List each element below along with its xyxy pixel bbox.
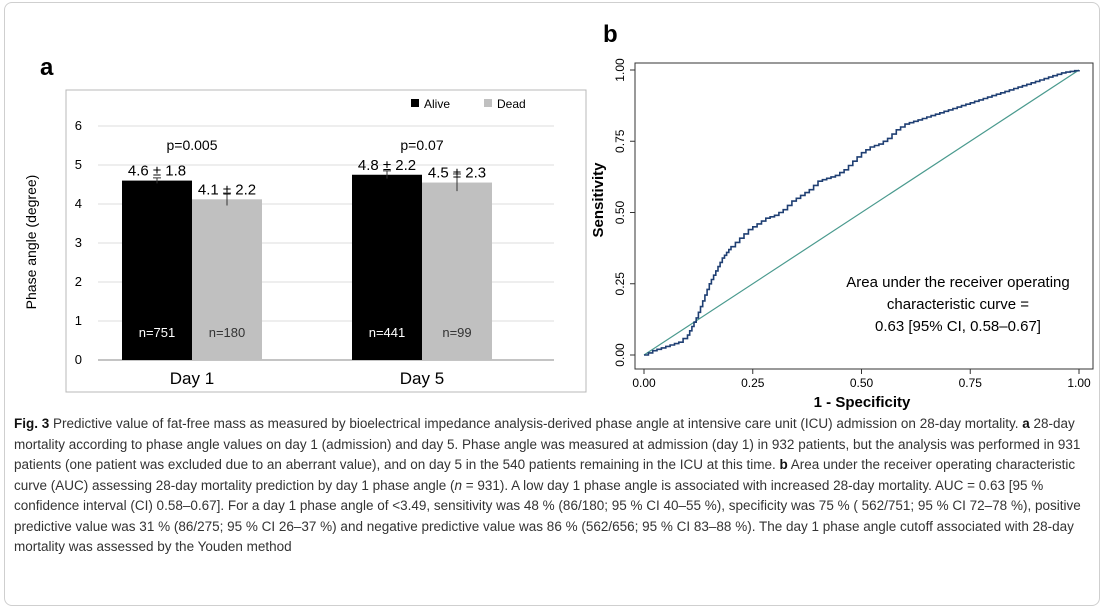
- n-label-alive-1: n=751: [139, 325, 176, 340]
- caption-b-text-1: Area under the receiver operating charac…: [14, 457, 1076, 493]
- caption-b-text-2: = 931). A low day 1 phase angle is assoc…: [14, 477, 1081, 555]
- panel-a-label: a: [40, 54, 54, 81]
- bar-alive-2: [352, 174, 422, 360]
- category-label-2: Day 5: [400, 369, 444, 388]
- caption-intro: Predictive value of fat-free mass as mea…: [49, 416, 1023, 431]
- auc-annotation-line-2: characteristic curve =: [887, 296, 1029, 313]
- y-tick-label-1: 0.25: [613, 272, 627, 296]
- p-value-1: p=0.005: [167, 137, 218, 153]
- caption-a-text: 28-day mortality according to phase angl…: [14, 416, 1081, 472]
- x-tick-label-1: 0.25: [741, 376, 765, 390]
- category-label-1: Day 1: [170, 369, 214, 388]
- bar-chart-panel-a: a 0 1 2 3 4 5 6 Phase angle (degree) 4.6 ± 1.8…: [23, 54, 587, 393]
- n-label-dead-2: n=99: [442, 325, 471, 340]
- y-axis-label: Phase angle (degree): [23, 175, 39, 310]
- y-tick-labels: 0 1 2 3 4 5 6: [75, 118, 82, 367]
- x-tick-label-3: 0.75: [959, 376, 983, 390]
- y-axis-label-b: Sensitivity: [590, 162, 607, 238]
- y-tick-1: 1: [75, 313, 82, 328]
- n-label-dead-1: n=180: [209, 325, 246, 340]
- x-category-labels: Day 1 Day 5: [170, 369, 444, 388]
- y-tick-label-2: 0.50: [613, 200, 627, 224]
- value-label-dead-2: 4.5 ± 2.3: [428, 165, 486, 182]
- bar-dead-1: [192, 199, 262, 360]
- plot-area-b: [634, 62, 1094, 370]
- value-label-alive-1: 4.6 ± 1.8: [128, 163, 186, 180]
- y-tick-2: 2: [75, 274, 82, 289]
- caption-a-label: a: [1022, 416, 1030, 431]
- legend: Alive Dead: [411, 97, 526, 111]
- y-tick-label-3: 0.75: [613, 129, 627, 153]
- caption-b-label: b: [779, 457, 788, 472]
- bar-dead-2: [422, 182, 492, 360]
- roc-chart-panel-b: b 0.00 0.25 0.50 0.75 1.00 0.00 0.25 0.50 0.75 1.…: [590, 21, 1094, 411]
- panel-b-label: b: [603, 21, 618, 48]
- x-tick-label-4: 1.00: [1067, 376, 1091, 390]
- y-tick-4: 4: [75, 196, 82, 211]
- x-tick-label-2: 0.50: [850, 376, 874, 390]
- x-tick-label-0: 0.00: [632, 376, 656, 390]
- roc-curve: [644, 69, 1080, 356]
- y-tick-5: 5: [75, 157, 82, 172]
- axis-ticks: 0.00 0.25 0.50 0.75 1.00 0.00 0.25 0.50 0.75 1.00: [613, 58, 1091, 390]
- legend-swatch-alive: [411, 99, 419, 107]
- y-tick-label-4: 1.00: [613, 58, 627, 82]
- p-value-2: p=0.07: [400, 137, 443, 153]
- x-axis-label-b: 1 - Specificity: [814, 394, 911, 411]
- legend-label-alive: Alive: [424, 97, 450, 111]
- auc-annotation-line-1: Area under the receiver operating: [846, 274, 1069, 291]
- auc-annotation-line-3: 0.63 [95% CI, 0.58–0.67]: [875, 318, 1041, 335]
- legend-swatch-dead: [484, 99, 492, 107]
- y-tick-0: 0: [75, 352, 82, 367]
- value-label-dead-1: 4.1 ± 2.2: [198, 181, 256, 198]
- reference-diagonal: [643, 69, 1080, 356]
- y-tick-6: 6: [75, 118, 82, 133]
- value-label-alive-2: 4.8 ± 2.2: [358, 157, 416, 174]
- bars: 4.6 ± 1.8 n=751 4.1 ± 2.2 n=180 p=0.005 4.8 ±…: [122, 137, 492, 360]
- figure-caption: Fig. 3 Predictive value of fat-free mass…: [14, 414, 1088, 558]
- caption-fig-label: Fig. 3: [14, 416, 50, 431]
- y-tick-3: 3: [75, 235, 82, 250]
- n-label-alive-2: n=441: [369, 325, 406, 340]
- y-tick-label-0: 0.00: [613, 343, 627, 367]
- caption-b-n: n: [454, 477, 462, 493]
- bar-alive-1: [122, 180, 192, 360]
- legend-label-dead: Dead: [497, 97, 526, 111]
